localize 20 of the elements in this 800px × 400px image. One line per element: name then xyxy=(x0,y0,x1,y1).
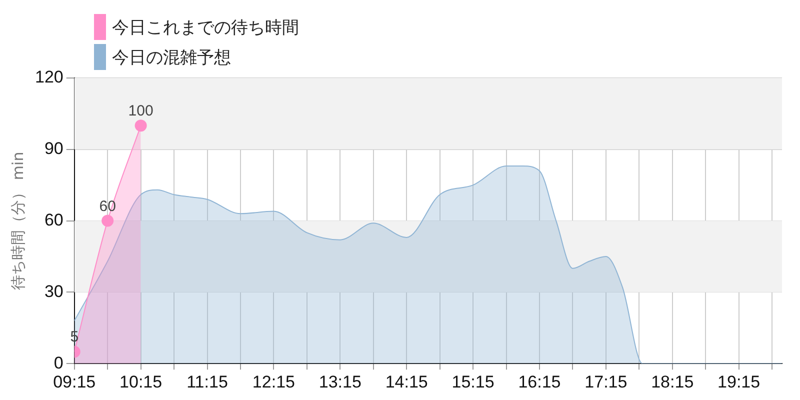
legend-label: 今日これまでの待ち時間 xyxy=(112,16,299,38)
x-tick-label: 14:15 xyxy=(385,372,428,392)
x-tick-label: 12:15 xyxy=(252,372,295,392)
y-tick-label: 120 xyxy=(34,68,64,87)
x-tick-label: 16:15 xyxy=(518,372,561,392)
x-tick-label: 09:15 xyxy=(53,372,96,392)
x-tick-label: 13:15 xyxy=(318,372,362,392)
x-tick-label: 19:15 xyxy=(718,372,760,392)
x-tick-label: 15:15 xyxy=(452,372,494,392)
y-axis-title: 待ち時間（分） min xyxy=(8,152,27,290)
legend-label: 今日の混雑予想 xyxy=(112,46,231,68)
x-tick-label: 18:15 xyxy=(651,372,694,392)
y-tick-label: 30 xyxy=(44,282,64,301)
data-label: 100 xyxy=(128,102,154,120)
y-tick-label: 60 xyxy=(44,210,64,230)
y-tick-label: 0 xyxy=(54,353,64,372)
x-tick-label: 17:15 xyxy=(584,372,628,392)
y-tick-label: 90 xyxy=(44,139,64,158)
x-tick-label: 10:15 xyxy=(120,372,162,392)
x-tick-label: 11:15 xyxy=(186,372,228,392)
